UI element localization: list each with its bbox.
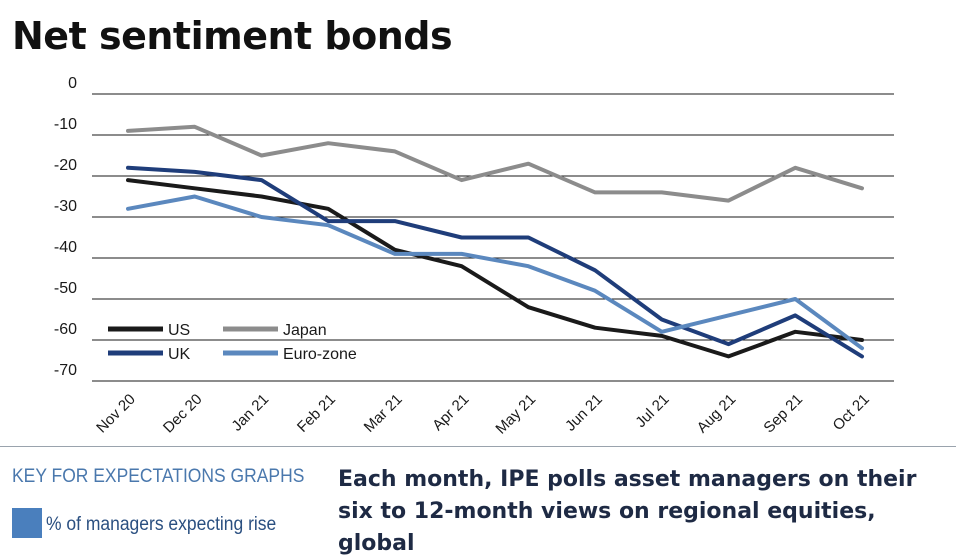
intro-paragraph: Each month, IPE polls asset managers on … [338, 467, 917, 556]
x-tick-label: May 21 [492, 391, 539, 438]
legend-label-uk: UK [168, 346, 191, 363]
y-tick-label: -50 [54, 280, 77, 297]
x-tick-label: Nov 20 [93, 391, 139, 437]
chart-title: Net sentiment bonds [12, 14, 453, 58]
key-title: KEY FOR EXPECTATIONS GRAPHS [12, 466, 305, 487]
legend: US Japan UK Euro-zone [108, 322, 357, 363]
key-item-label: % of managers expecting rise [46, 514, 277, 535]
y-tick-label: -10 [54, 116, 77, 133]
x-tick-label: Sep 21 [760, 391, 806, 437]
series-line-us [126, 178, 864, 359]
y-tick-label: -40 [54, 239, 77, 256]
line-chart: 0 -10 -20 -30 -40 -50 -60 -70 Nov 20 Dec 20 Jan 2… [54, 75, 894, 438]
x-tick-label: Apr 21 [429, 391, 472, 434]
y-tick-label: -70 [54, 362, 77, 379]
legend-label-us: US [168, 322, 190, 339]
x-tick-label: Oct 21 [830, 391, 873, 434]
x-tick-label: Feb 21 [294, 391, 339, 436]
x-axis-ticks: Nov 20 Dec 20 Jan 21 Feb 21 Mar 21 Apr 21 May … [93, 391, 873, 438]
x-tick-label: Aug 21 [694, 391, 740, 437]
key-swatch [12, 508, 42, 538]
y-tick-label: -60 [54, 321, 77, 338]
x-tick-label: Jun 21 [562, 391, 606, 435]
legend-label-japan: Japan [283, 322, 327, 339]
series-line-japan [126, 124, 864, 203]
x-tick-label: Dec 20 [160, 391, 206, 437]
section-divider [0, 446, 956, 447]
y-tick-label: -20 [54, 157, 77, 174]
series-line-euro-zone [126, 194, 864, 351]
y-tick-label: -30 [54, 198, 77, 215]
x-tick-label: Jan 21 [228, 391, 272, 435]
y-axis-ticks: 0 -10 -20 -30 -40 -50 -60 -70 [54, 75, 77, 379]
legend-label-euro-zone: Euro-zone [283, 346, 357, 363]
y-tick-label: 0 [68, 75, 77, 92]
x-tick-label: Mar 21 [361, 391, 406, 436]
series-lines [126, 124, 864, 359]
x-tick-label: Jul 21 [632, 391, 672, 431]
series-line-uk [126, 165, 864, 359]
